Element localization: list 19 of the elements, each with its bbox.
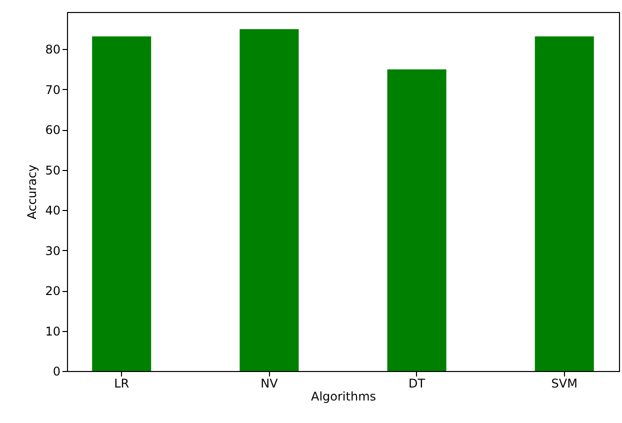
bar [92, 36, 152, 371]
bar [534, 36, 594, 371]
y-tick-label: 0 [52, 364, 60, 378]
x-tick-label: SVM [551, 376, 578, 390]
y-tick-label: 70 [45, 82, 60, 97]
x-axis-title: Algorithms [310, 390, 376, 404]
bar [240, 29, 299, 371]
bar [387, 69, 446, 371]
y-tick-label: 80 [45, 42, 60, 57]
y-tick-label: 20 [45, 284, 60, 298]
y-tick-label: 30 [45, 244, 60, 258]
x-tick-label: NV [260, 376, 279, 390]
y-axis-title: Accuracy [25, 164, 40, 220]
y-tick-label: 10 [45, 324, 60, 338]
y-tick-label: 60 [45, 123, 60, 138]
x-tick-label: LR [114, 376, 130, 390]
y-tick-label: 40 [45, 204, 60, 218]
x-tick-label: DT [408, 376, 426, 390]
y-tick-label: 50 [45, 163, 60, 178]
